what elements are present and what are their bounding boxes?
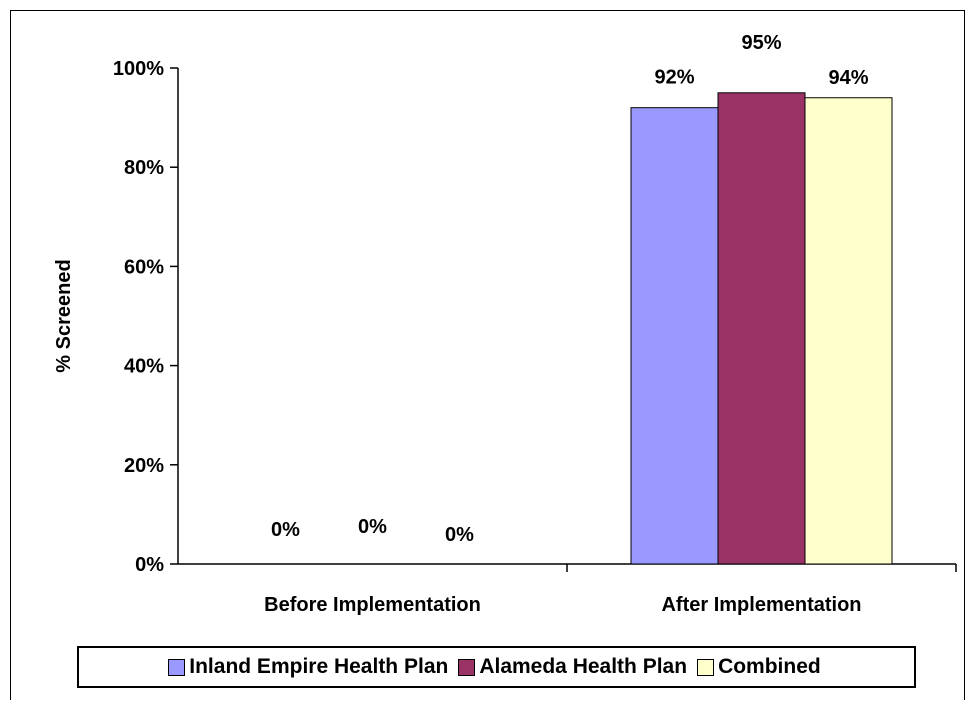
y-tick-label: 80%: [124, 157, 164, 179]
legend-swatch-inland-empire: [168, 658, 186, 676]
x-category-label: After Implementation: [661, 594, 861, 616]
data-label: 95%: [741, 32, 781, 54]
bar-1-0: [630, 107, 719, 565]
data-label: 94%: [828, 67, 868, 89]
y-tick-label: 60%: [124, 256, 164, 278]
legend: Inland Empire Health Plan Alameda Health…: [77, 646, 916, 688]
y-tick-label: 0%: [135, 554, 164, 576]
legend-label-inland-empire: Inland Empire Health Plan: [189, 655, 449, 678]
legend-item-alameda: Alameda Health Plan: [458, 655, 687, 679]
legend-item-combined: Combined: [697, 655, 821, 679]
chart-frame: [10, 10, 965, 700]
data-label: 92%: [654, 67, 694, 89]
data-label: 0%: [445, 524, 474, 546]
legend-label-alameda: Alameda Health Plan: [479, 655, 688, 678]
legend-swatch-alameda: [458, 658, 476, 676]
data-label: 0%: [358, 516, 387, 538]
y-tick-label: 40%: [124, 356, 164, 378]
legend-swatch-combined: [697, 658, 715, 676]
bar-1-2: [804, 97, 893, 565]
y-tick-label: 100%: [113, 58, 164, 80]
data-label: 0%: [271, 519, 300, 541]
bar-1-1: [717, 92, 806, 565]
y-tick-label: 20%: [124, 455, 164, 477]
y-axis-title: % Screened: [53, 259, 75, 372]
legend-label-combined: Combined: [718, 655, 821, 678]
legend-item-inland-empire: Inland Empire Health Plan: [168, 655, 448, 679]
x-category-label: Before Implementation: [264, 594, 481, 616]
